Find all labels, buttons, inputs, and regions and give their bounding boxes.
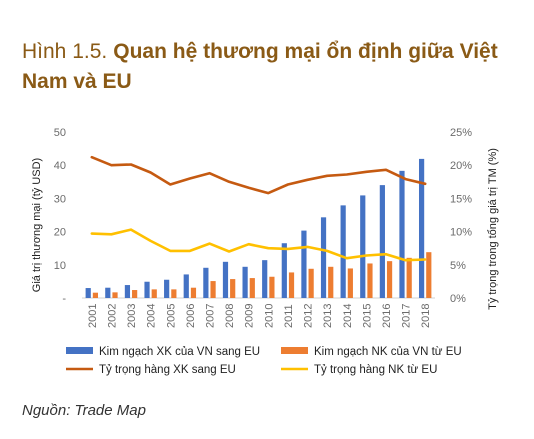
xk-bar xyxy=(379,185,385,298)
xk-bar xyxy=(85,288,91,298)
y-left-tick-label: 20 xyxy=(54,227,66,239)
x-tick-label: 2002 xyxy=(106,304,118,328)
nk-bar xyxy=(328,266,334,298)
legend-nk-bar-label: Kim ngạch NK của VN từ EU xyxy=(314,346,462,358)
y-right-tick-label: 15% xyxy=(450,193,472,205)
trade-chart: - 10 20 30 40 50 0% 5% 10% 15% 20% 25% 2001 2002 2003 2… xyxy=(31,127,499,376)
nk-bar xyxy=(112,292,118,298)
nk-bar xyxy=(386,261,393,298)
y-left-axis-title: Giá trị thương mại (tỷ USD) xyxy=(31,158,43,292)
x-tick-label: 2012 xyxy=(303,304,315,328)
xk-bar xyxy=(105,287,111,298)
x-tick-label: 2006 xyxy=(185,304,197,328)
x-tick-label: 2003 xyxy=(126,304,138,328)
nk-bar xyxy=(308,268,314,298)
x-tick-label: 2005 xyxy=(165,304,177,328)
xk-bar xyxy=(203,267,209,298)
nk-bar xyxy=(347,268,353,298)
x-tick-label: 2007 xyxy=(204,304,216,328)
legend: Kim ngạch XK của VN sang EU Kim ngạch NK … xyxy=(66,346,462,376)
y-left-tick-label: 30 xyxy=(54,193,66,205)
nk-bar xyxy=(249,278,255,298)
xk-bar xyxy=(144,281,150,298)
xk-bar xyxy=(164,279,170,298)
x-tick-label: 2004 xyxy=(146,304,158,328)
y-right-tick-label: 20% xyxy=(450,160,472,172)
nk-bar xyxy=(288,272,295,298)
xk-bar xyxy=(301,230,307,298)
nk-bar xyxy=(132,290,138,298)
legend-nk-bar-swatch xyxy=(281,347,308,354)
x-tick-label: 2018 xyxy=(420,304,432,328)
xk-bar xyxy=(320,217,327,298)
nk-share-line xyxy=(90,228,427,262)
y-left-tick-label: 40 xyxy=(54,160,66,172)
axes-layer: - 10 20 30 40 50 0% 5% 10% 15% 20% 25% 2001 2002 2003 2… xyxy=(31,127,499,328)
xk-bar xyxy=(262,260,268,298)
figure-title-text: Quan hệ thương mại ổn định giữa Việt Nam… xyxy=(22,40,498,93)
x-tick-label: 2014 xyxy=(342,304,354,328)
nk-bar xyxy=(190,287,197,298)
source-note: Nguồn: Trade Map xyxy=(22,402,146,419)
nk-bar xyxy=(92,292,99,298)
y-left-tick-label: 10 xyxy=(54,260,66,272)
legend-xk-bar-swatch xyxy=(66,347,93,354)
y-right-tick-label: 25% xyxy=(450,127,472,139)
bars-layer xyxy=(85,158,432,298)
x-tick-label: 2017 xyxy=(401,304,413,328)
xk-bar xyxy=(124,285,131,298)
y-left-tick-label: 50 xyxy=(54,127,66,139)
xk-bar xyxy=(242,266,248,298)
x-tick-label: 2001 xyxy=(87,304,99,328)
nk-bar xyxy=(367,263,373,298)
xk-bar xyxy=(222,261,229,298)
x-tick-label: 2011 xyxy=(283,304,295,328)
y-right-tick-label: 10% xyxy=(450,227,472,239)
xk-bar xyxy=(360,195,366,298)
y-left-tick-label: - xyxy=(62,293,66,305)
x-tick-label: 2015 xyxy=(361,304,373,328)
xk-bar xyxy=(399,170,405,298)
xk-bar xyxy=(340,205,346,298)
y-right-tick-label: 0% xyxy=(450,293,466,305)
x-tick-label: 2010 xyxy=(263,304,275,328)
y-right-axis-title: Tỷ trọng trong tổng giá trị TM (%) xyxy=(487,148,499,310)
x-tick-label: 2016 xyxy=(381,304,393,328)
x-tick-label: 2008 xyxy=(224,304,236,328)
nk-bar xyxy=(230,279,236,298)
nk-bar xyxy=(210,281,216,298)
nk-bar xyxy=(151,289,157,298)
x-tick-label: 2013 xyxy=(322,304,334,328)
nk-bar xyxy=(406,257,412,298)
xk-bar xyxy=(281,243,287,298)
nk-bar xyxy=(171,289,177,298)
legend-nk-line-label: Tỷ trọng hàng NK từ EU xyxy=(314,364,437,376)
lines-layer xyxy=(90,155,427,262)
xk-bar xyxy=(183,274,189,298)
xk-bar xyxy=(418,158,425,298)
nk-bar xyxy=(426,252,432,298)
nk-bar xyxy=(269,276,275,298)
legend-xk-line-label: Tỷ trọng hàng XK sang EU xyxy=(99,364,236,376)
figure-title: Hình 1.5. Quan hệ thương mại ổn định giữa… xyxy=(22,38,522,98)
figure-number: Hình 1.5. xyxy=(22,40,108,63)
y-right-tick-label: 5% xyxy=(450,260,466,272)
legend-xk-bar-label: Kim ngạch XK của VN sang EU xyxy=(99,346,260,358)
xk-share-line xyxy=(90,155,427,195)
x-tick-label: 2009 xyxy=(244,304,256,328)
